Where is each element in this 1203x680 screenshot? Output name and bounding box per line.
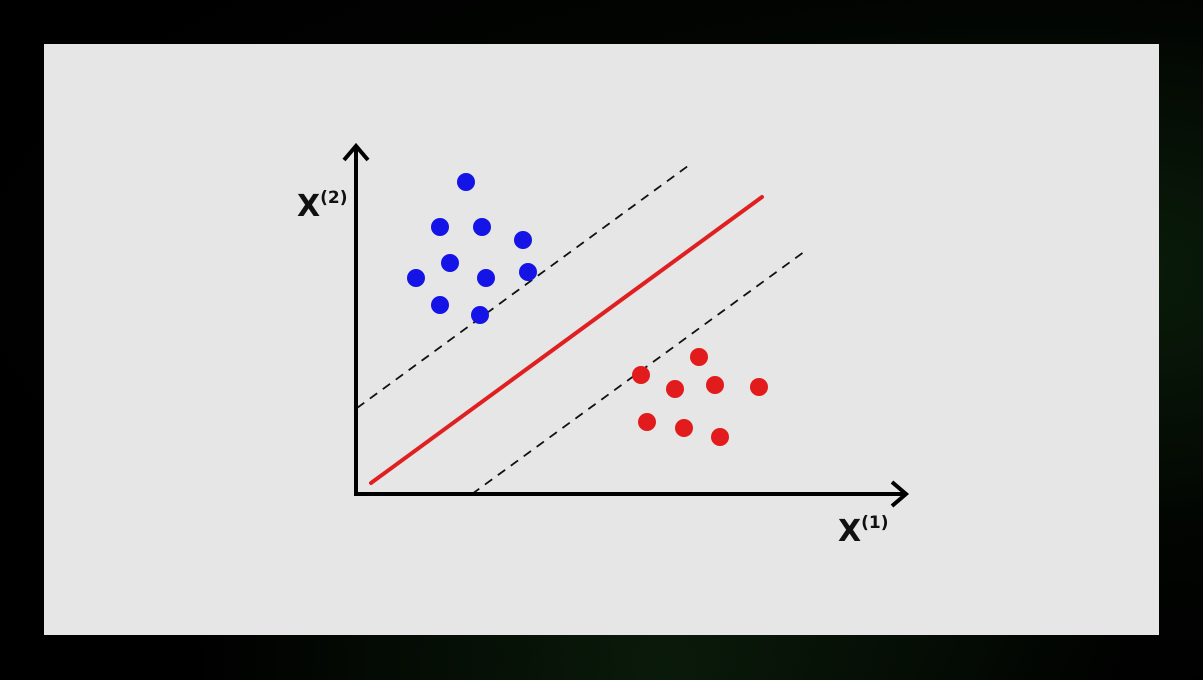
class-b-point bbox=[711, 428, 729, 446]
class-a-point bbox=[514, 231, 532, 249]
class-a-point bbox=[477, 269, 495, 287]
class-b-point bbox=[690, 348, 708, 366]
class-a-point bbox=[519, 263, 537, 281]
class-b-point bbox=[632, 366, 650, 384]
class-b-point bbox=[750, 378, 768, 396]
diagram-panel bbox=[44, 44, 1159, 635]
class-a-point bbox=[473, 218, 491, 236]
class-a-point bbox=[457, 173, 475, 191]
class-a-points bbox=[407, 173, 537, 324]
class-a-point bbox=[407, 269, 425, 287]
class-b-point bbox=[675, 419, 693, 437]
class-b-points bbox=[632, 348, 768, 446]
x-axis-label-superscript: (1) bbox=[861, 513, 888, 533]
lower-margin-line bbox=[471, 248, 809, 495]
class-a-point bbox=[441, 254, 459, 272]
x-axis-arrowhead bbox=[890, 480, 910, 508]
class-a-point bbox=[431, 296, 449, 314]
class-a-point bbox=[431, 218, 449, 236]
x-axis-label: X(1) bbox=[838, 513, 889, 549]
y-axis-label-superscript: (2) bbox=[320, 188, 347, 208]
hyperplane-line bbox=[369, 195, 764, 485]
y-axis-label: X(2) bbox=[297, 188, 348, 224]
class-b-point bbox=[666, 380, 684, 398]
class-b-point bbox=[638, 413, 656, 431]
class-b-point bbox=[706, 376, 724, 394]
class-a-point bbox=[471, 306, 489, 324]
y-axis-arrowhead bbox=[342, 142, 370, 162]
upper-margin-line bbox=[356, 162, 693, 409]
